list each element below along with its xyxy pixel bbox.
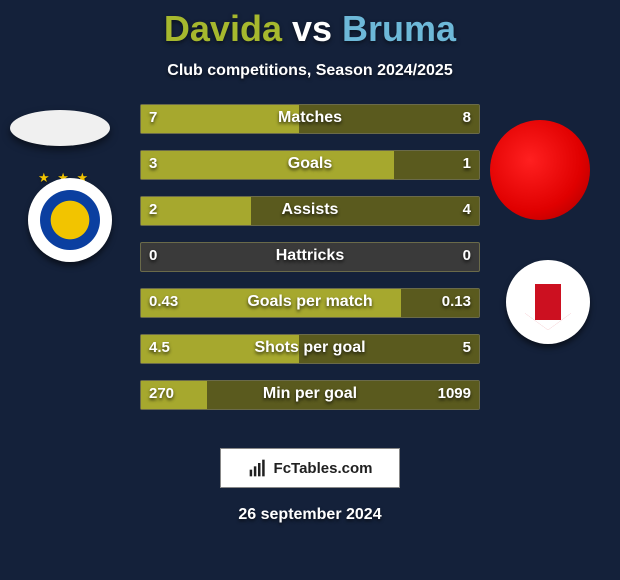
stat-label: Hattricks [141,247,479,265]
stat-bar-right [251,197,479,225]
stat-bar-left [141,151,396,179]
stat-bar-left [141,289,403,317]
stat-value-left: 0.43 [149,293,178,310]
comparison-title: Davida vs Bruma [0,0,620,50]
stat-bar-left [141,105,301,133]
stat-row: 24Assists [140,196,480,226]
stat-value-left: 4.5 [149,339,170,356]
stat-row: 78Matches [140,104,480,134]
stats-area: 78Matches31Goals24Assists00Hattricks0.43… [0,104,620,424]
vs-label: vs [292,8,332,49]
stat-value-left: 3 [149,155,157,172]
stat-value-right: 0 [463,247,471,264]
stat-value-right: 4 [463,201,471,218]
player1-name: Davida [164,8,282,49]
subtitle: Club competitions, Season 2024/2025 [0,62,620,80]
player2-name: Bruma [342,8,456,49]
stat-bar-right [299,105,479,133]
stat-value-left: 270 [149,385,174,402]
stat-value-right: 0.13 [442,293,471,310]
stat-row: 2701099Min per goal [140,380,480,410]
brand-text: FcTables.com [274,460,373,477]
stat-value-left: 0 [149,247,157,264]
stat-value-left: 7 [149,109,157,126]
brand-logo: FcTables.com [220,448,400,488]
stat-value-right: 1099 [438,385,471,402]
stat-bar-left [141,197,253,225]
stat-bar-right [299,335,479,363]
chart-icon [248,458,268,478]
stat-value-right: 5 [463,339,471,356]
stat-value-right: 1 [463,155,471,172]
stat-row: 0 0Hattricks [140,242,480,272]
stat-value-right: 8 [463,109,471,126]
stat-value-left: 2 [149,201,157,218]
stat-row: 0.430.13Goals per match [140,288,480,318]
stat-row: 31Goals [140,150,480,180]
date-label: 26 september 2024 [0,506,620,524]
stat-row: 4.55Shots per goal [140,334,480,364]
